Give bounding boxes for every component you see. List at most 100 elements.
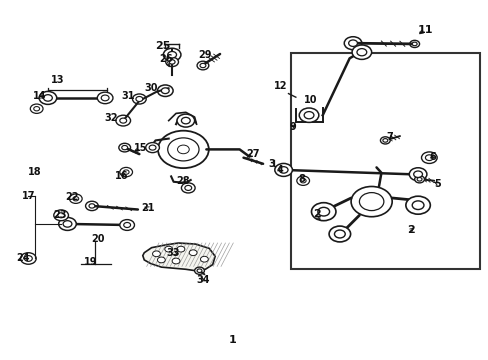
Text: 15: 15 bbox=[134, 143, 147, 153]
Circle shape bbox=[164, 246, 172, 252]
Circle shape bbox=[181, 183, 195, 193]
Circle shape bbox=[328, 226, 350, 242]
Text: 21: 21 bbox=[141, 203, 154, 213]
Circle shape bbox=[157, 257, 165, 263]
Text: 10: 10 bbox=[303, 95, 317, 105]
Circle shape bbox=[34, 107, 40, 111]
Circle shape bbox=[356, 49, 366, 56]
Circle shape bbox=[359, 193, 383, 211]
Circle shape bbox=[157, 85, 173, 96]
Text: 32: 32 bbox=[104, 113, 118, 123]
Text: 14: 14 bbox=[33, 91, 47, 102]
Circle shape bbox=[116, 115, 130, 126]
Polygon shape bbox=[142, 243, 215, 271]
Circle shape bbox=[299, 108, 318, 122]
Circle shape bbox=[304, 112, 313, 119]
Circle shape bbox=[200, 63, 205, 68]
Circle shape bbox=[351, 45, 371, 59]
Circle shape bbox=[189, 250, 197, 256]
Circle shape bbox=[97, 92, 113, 104]
Circle shape bbox=[414, 176, 424, 183]
Circle shape bbox=[136, 96, 142, 102]
Circle shape bbox=[177, 114, 194, 127]
Circle shape bbox=[194, 267, 204, 274]
Circle shape bbox=[123, 222, 130, 228]
Circle shape bbox=[421, 152, 436, 163]
Text: 1: 1 bbox=[228, 335, 236, 345]
Circle shape bbox=[101, 95, 109, 101]
Circle shape bbox=[413, 171, 422, 177]
Circle shape bbox=[119, 143, 130, 152]
Circle shape bbox=[158, 131, 208, 168]
Text: 13: 13 bbox=[51, 75, 64, 85]
Circle shape bbox=[197, 61, 208, 70]
Text: 12: 12 bbox=[274, 81, 287, 91]
Circle shape bbox=[350, 186, 391, 217]
Circle shape bbox=[163, 48, 181, 61]
Text: 9: 9 bbox=[288, 122, 295, 132]
Text: 30: 30 bbox=[144, 83, 158, 93]
Circle shape bbox=[300, 179, 305, 183]
Text: 26: 26 bbox=[159, 54, 173, 64]
Circle shape bbox=[20, 253, 36, 264]
Text: 7: 7 bbox=[386, 132, 393, 142]
Circle shape bbox=[120, 220, 134, 230]
Circle shape bbox=[69, 194, 82, 203]
Circle shape bbox=[43, 95, 52, 101]
Circle shape bbox=[145, 143, 159, 153]
Text: 24: 24 bbox=[17, 253, 30, 264]
Circle shape bbox=[149, 145, 156, 150]
Circle shape bbox=[425, 155, 432, 161]
Circle shape bbox=[73, 197, 79, 201]
Circle shape bbox=[54, 210, 68, 221]
Text: 2: 2 bbox=[312, 209, 320, 219]
Circle shape bbox=[58, 213, 64, 218]
Text: 23: 23 bbox=[53, 210, 66, 220]
Circle shape bbox=[177, 145, 189, 154]
Circle shape bbox=[132, 94, 146, 104]
Circle shape bbox=[416, 177, 421, 181]
Circle shape bbox=[120, 118, 126, 123]
Circle shape bbox=[411, 201, 423, 210]
Circle shape bbox=[24, 256, 32, 261]
Text: 19: 19 bbox=[83, 257, 97, 267]
Text: 29: 29 bbox=[198, 50, 212, 60]
Circle shape bbox=[152, 251, 160, 257]
Text: 8: 8 bbox=[298, 174, 305, 184]
Text: 31: 31 bbox=[121, 91, 135, 102]
Circle shape bbox=[405, 196, 429, 214]
Circle shape bbox=[89, 204, 95, 208]
Text: 28: 28 bbox=[176, 176, 190, 186]
Circle shape bbox=[279, 167, 287, 173]
Circle shape bbox=[411, 42, 416, 46]
Circle shape bbox=[197, 269, 202, 273]
Circle shape bbox=[317, 207, 329, 216]
Circle shape bbox=[311, 203, 335, 221]
Text: 34: 34 bbox=[196, 275, 209, 285]
Circle shape bbox=[85, 201, 98, 211]
Circle shape bbox=[409, 40, 419, 48]
Text: 3: 3 bbox=[267, 159, 274, 169]
Circle shape bbox=[348, 40, 357, 46]
Text: 2: 2 bbox=[406, 225, 414, 235]
Text: 11: 11 bbox=[417, 24, 432, 35]
Circle shape bbox=[120, 167, 132, 177]
Text: 17: 17 bbox=[21, 191, 35, 201]
Text: 5: 5 bbox=[433, 179, 440, 189]
Text: 16: 16 bbox=[114, 171, 128, 181]
Circle shape bbox=[39, 91, 57, 104]
Circle shape bbox=[165, 57, 178, 67]
Circle shape bbox=[30, 104, 43, 113]
Bar bbox=[294, 122, 323, 123]
Text: 4: 4 bbox=[276, 165, 283, 175]
Text: 20: 20 bbox=[91, 234, 104, 244]
Text: 27: 27 bbox=[246, 149, 260, 159]
Circle shape bbox=[382, 139, 387, 142]
Text: 18: 18 bbox=[28, 167, 42, 177]
Text: 22: 22 bbox=[65, 192, 79, 202]
Circle shape bbox=[167, 51, 176, 58]
Circle shape bbox=[408, 168, 426, 181]
Circle shape bbox=[380, 137, 389, 144]
Circle shape bbox=[274, 163, 292, 176]
Bar bbox=[290, 53, 479, 269]
